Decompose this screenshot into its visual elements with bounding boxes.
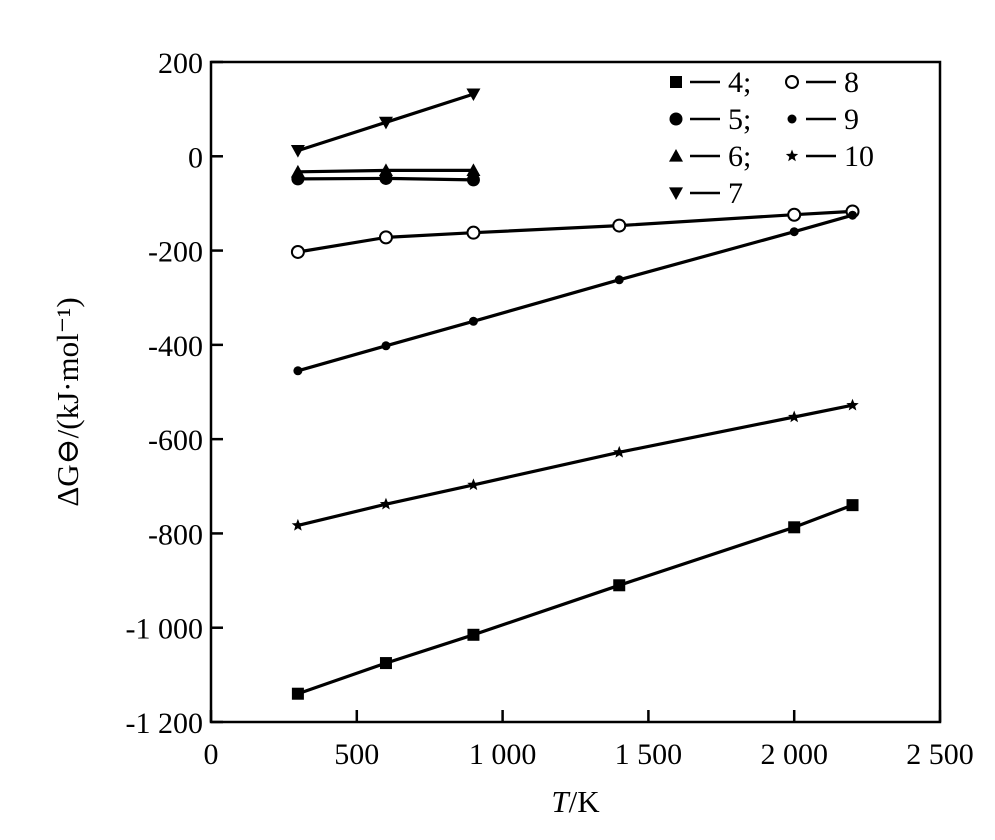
- series-8-point: [290, 244, 305, 259]
- legend-item-9: 9: [787, 103, 859, 136]
- x-tick-label: 2 000: [760, 738, 828, 771]
- legend-marker: [670, 76, 682, 88]
- series-8-line: [297, 209, 853, 254]
- legend-item-5: 5;: [669, 103, 751, 136]
- legend-marker: [669, 187, 683, 200]
- legend-marker: [669, 149, 683, 162]
- legend-label: 8: [844, 66, 859, 99]
- series-10-point: [467, 478, 480, 491]
- legend-item-8: 8: [785, 66, 859, 99]
- y-tick-label: -1 200: [126, 707, 204, 740]
- legend-label: 5;: [728, 103, 751, 136]
- series-6-point: [466, 163, 481, 177]
- series-4-point: [467, 628, 480, 641]
- axis-ticks: [209, 60, 942, 724]
- series-4-point: [379, 657, 392, 670]
- series-9-point: [848, 210, 858, 220]
- series-10-point: [291, 518, 305, 531]
- y-tick-label: -600: [148, 424, 203, 457]
- y-tick-label: 200: [158, 47, 203, 80]
- x-tick-label: 1 000: [469, 738, 537, 771]
- legend-item-7: 7: [669, 177, 743, 210]
- y-tick-label: -200: [148, 236, 203, 269]
- series-8-point: [378, 230, 393, 245]
- x-tick-label: 0: [204, 738, 219, 771]
- series-10-point: [613, 445, 626, 458]
- series-10-point: [846, 398, 859, 411]
- series-4-line: [297, 503, 854, 696]
- x-tick-label: 2 500: [906, 738, 974, 771]
- series-4-point: [846, 499, 859, 512]
- series-layer: [290, 88, 860, 700]
- legend-item-4: 4;: [670, 66, 751, 99]
- legend: 4; 8 5; 9 6; 10 7: [669, 66, 874, 210]
- series-9-point: [468, 316, 478, 326]
- series-7-point: [466, 88, 481, 102]
- series-8-point: [612, 218, 627, 233]
- series-8: [290, 204, 860, 259]
- series-10: [291, 398, 859, 531]
- y-tick-label: -1 000: [126, 613, 204, 646]
- series-9-line: [297, 213, 853, 373]
- series-4: [291, 499, 859, 700]
- series-4-point: [613, 579, 626, 592]
- series-7: [290, 88, 481, 158]
- legend-marker: [785, 75, 799, 89]
- series-9-point: [614, 275, 624, 285]
- y-tick-label: 0: [188, 141, 203, 174]
- y-tick-label: -800: [148, 518, 203, 551]
- legend-label: 6;: [728, 140, 751, 173]
- plot-frame: [209, 60, 942, 724]
- series-7-point: [378, 116, 393, 130]
- series-6: [290, 163, 481, 178]
- series-5-point: [466, 173, 480, 187]
- series-9-point: [293, 366, 303, 376]
- series-10-point: [788, 410, 801, 423]
- series-10-line: [297, 403, 853, 527]
- x-axis-title-italic: T: [551, 784, 571, 819]
- legend-label: 4;: [728, 66, 751, 99]
- legend-marker: [669, 112, 683, 126]
- legend-item-10: 10: [785, 140, 874, 173]
- x-axis-title-unit: /K: [569, 784, 601, 819]
- series-9-point: [381, 341, 391, 351]
- series-9: [293, 210, 858, 376]
- series-9-point: [789, 227, 799, 237]
- legend-label: 10: [844, 140, 874, 173]
- series-7-point: [290, 145, 305, 158]
- series-4-point: [291, 687, 304, 700]
- series-10-point: [379, 497, 393, 510]
- series-8-point: [787, 207, 802, 222]
- tick-labels: 0 500 1 000 1 500 2 000 2 500 200 0 -200 -400 -600…: [126, 47, 974, 771]
- series-4-point: [788, 521, 801, 534]
- y-axis-title: ΔG⊖/(kJ·mol⁻¹): [50, 297, 85, 506]
- series-6-point: [290, 164, 305, 178]
- series-6-point: [378, 163, 393, 177]
- x-tick-label: 500: [334, 738, 379, 771]
- legend-label: 9: [844, 103, 859, 136]
- series-8-point: [466, 225, 481, 240]
- plot-border: [209, 60, 942, 724]
- x-axis-title: T/K: [551, 784, 600, 819]
- legend-marker: [787, 114, 797, 124]
- legend-marker: [785, 149, 799, 162]
- x-tick-label: 1 500: [615, 738, 683, 771]
- legend-item-6: 6;: [669, 140, 751, 173]
- legend-label: 7: [728, 177, 743, 210]
- y-tick-label: -400: [148, 330, 203, 363]
